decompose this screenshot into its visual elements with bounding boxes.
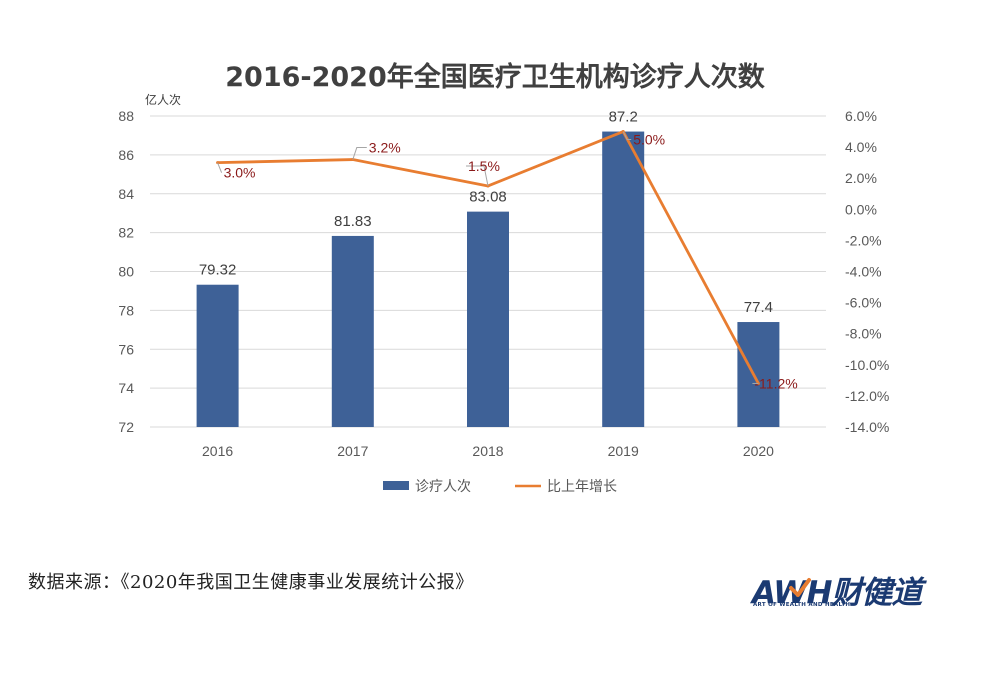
bar-series [196,131,780,428]
chart-title: 2016-2020年全国医疗卫生机构诊疗人次数 [225,61,765,93]
left-axis-ticks: 72 74 76 78 80 82 84 86 88 [118,108,134,435]
left-tick-label: 88 [118,108,134,124]
x-tick-label: 2019 [608,443,639,459]
right-tick-label: -4.0% [845,264,882,280]
legend-swatch-bar [383,481,409,490]
bar [196,284,239,427]
x-axis-ticks: 2016 2017 2018 2019 2020 [202,443,774,459]
data-source-note: 数据来源：《2020年我国卫生健康事业发展统计公报》 [28,568,474,594]
awh-logo: AWH财健道 ART OF WEALTH AND HEALTH [752,567,962,615]
leader-line [466,165,489,187]
logo-tagline: ART OF WEALTH AND HEALTH [753,602,851,608]
left-tick-label: 86 [118,147,134,163]
bar-value-label: 83.08 [469,189,507,206]
logo-check-icon [789,578,811,597]
bar-data-labels: 79.32 81.83 83.08 87.2 77.4 [199,109,773,316]
growth-value-label: 1.5% [468,158,500,174]
growth-value-label: 3.0% [224,165,256,181]
left-tick-label: 78 [118,302,134,318]
bar-value-label: 87.2 [609,109,638,126]
combo-chart: 2016-2020年全国医疗卫生机构诊疗人次数 亿人次 72 74 76 78 80 82… [118,61,889,495]
x-tick-label: 2016 [202,443,233,459]
left-axis-unit: 亿人次 [145,92,181,107]
left-tick-label: 84 [118,186,134,202]
source-text: 《2020年我国卫生健康事业发展统计公报》 [120,572,474,593]
right-tick-label: -2.0% [845,232,882,248]
x-tick-label: 2020 [743,443,774,459]
bar-value-label: 79.32 [199,262,237,279]
bar-value-label: 81.83 [334,213,372,230]
left-tick-label: 74 [118,380,134,396]
right-tick-label: 2.0% [845,170,877,186]
source-label: 数据来源： [28,572,121,593]
bar [737,322,780,427]
right-tick-label: -14.0% [845,419,889,435]
line-data-labels: 3.0% 3.2% 1.5% 5.0% -11.2% [217,131,798,391]
bar-value-label: 77.4 [744,299,773,316]
leader-line [217,162,223,173]
left-tick-label: 76 [118,341,134,357]
right-axis-ticks: -14.0% -12.0% -10.0% -8.0% -6.0% -4.0% -2.0% 0.… [845,108,889,435]
growth-value-label: -11.2% [754,375,797,391]
leader-line [622,131,632,141]
legend-label-line: 比上年增长 [547,479,617,495]
right-tick-label: 0.0% [845,201,877,217]
growth-value-label: 5.0% [633,132,665,148]
logo-wordmark: AWH财健道 [752,575,922,611]
bar [467,211,509,427]
leader-line [352,147,367,160]
chart-legend: 诊疗人次 比上年增长 [383,479,617,495]
right-tick-label: -12.0% [845,388,889,404]
bar [331,235,374,427]
right-tick-label: 6.0% [845,108,877,124]
left-tick-label: 80 [118,264,134,280]
right-tick-label: -10.0% [845,357,889,373]
left-tick-label: 82 [118,225,134,241]
right-tick-label: -6.0% [845,295,882,311]
right-tick-label: 4.0% [845,139,877,155]
legend-label-bar: 诊疗人次 [415,479,471,495]
x-tick-label: 2018 [472,443,503,459]
left-tick-label: 72 [118,419,134,435]
bar [602,131,645,428]
right-tick-label: -8.0% [845,326,882,342]
x-tick-label: 2017 [337,443,368,459]
growth-value-label: 3.2% [369,140,401,156]
